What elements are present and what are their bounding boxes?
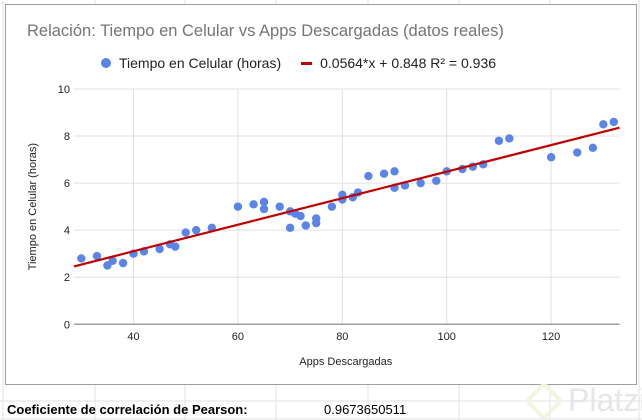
y-tick-label: 6: [64, 178, 70, 190]
data-point[interactable]: [301, 221, 310, 230]
x-tick-label: 120: [542, 331, 560, 343]
platzi-watermark: Platzi: [524, 380, 642, 420]
data-point[interactable]: [573, 148, 582, 157]
x-axis-title: Apps Descargadas: [299, 356, 392, 368]
data-point[interactable]: [285, 223, 295, 233]
data-point[interactable]: [77, 254, 86, 263]
data-point[interactable]: [181, 228, 190, 237]
data-point[interactable]: [108, 256, 117, 265]
data-point[interactable]: [379, 169, 389, 178]
data-point[interactable]: [416, 178, 425, 188]
data-point[interactable]: [505, 134, 514, 143]
data-point[interactable]: [233, 202, 243, 211]
data-point[interactable]: [259, 197, 269, 207]
y-axis-title: Tiempo en Celular (horas): [27, 143, 39, 270]
series-marker-icon: [101, 58, 111, 68]
data-point[interactable]: [171, 242, 180, 251]
chart-title: Relación: Tiempo en Celular vs Apps Desc…: [27, 22, 504, 40]
data-point[interactable]: [432, 176, 441, 185]
x-tick-label: 80: [336, 331, 348, 343]
y-tick-label: 8: [64, 131, 70, 143]
trendline-marker-icon: [301, 61, 313, 65]
data-point[interactable]: [92, 251, 102, 261]
data-point[interactable]: [249, 200, 258, 209]
y-tick-label: 0: [64, 319, 70, 331]
x-tick-label: 60: [232, 331, 244, 343]
data-point[interactable]: [390, 167, 399, 176]
data-point[interactable]: [364, 171, 373, 181]
data-point[interactable]: [599, 120, 608, 129]
chart-legend: Tiempo en Celular (horas) 0.0564*x + 0.8…: [101, 55, 496, 71]
data-point[interactable]: [275, 202, 284, 211]
y-tick-label: 4: [64, 225, 70, 237]
platzi-logo-icon: [524, 380, 564, 420]
y-tick-label: 2: [64, 272, 70, 284]
legend-series-label: Tiempo en Celular (horas): [119, 55, 282, 71]
legend-trendline-label: 0.0564*x + 0.848 R² = 0.936: [320, 55, 497, 71]
trendline: [73, 126, 620, 268]
data-point[interactable]: [327, 202, 337, 211]
pearson-label: Coeficiente de correlación de Pearson:: [7, 402, 248, 417]
data-point[interactable]: [296, 211, 305, 221]
data-point[interactable]: [588, 143, 598, 153]
chart-container[interactable]: [5, 4, 637, 385]
data-point[interactable]: [155, 244, 164, 254]
data-point[interactable]: [259, 204, 269, 214]
data-point[interactable]: [609, 117, 618, 127]
pearson-value-cell[interactable]: 0.9673650511: [324, 402, 407, 417]
data-point[interactable]: [312, 218, 321, 228]
x-tick-label: 100: [438, 331, 456, 343]
data-point[interactable]: [546, 153, 556, 162]
data-point[interactable]: [494, 136, 504, 145]
x-tick-label: 40: [127, 331, 139, 343]
data-point[interactable]: [191, 225, 201, 235]
y-tick-label: 10: [58, 84, 70, 96]
data-point[interactable]: [118, 258, 128, 268]
